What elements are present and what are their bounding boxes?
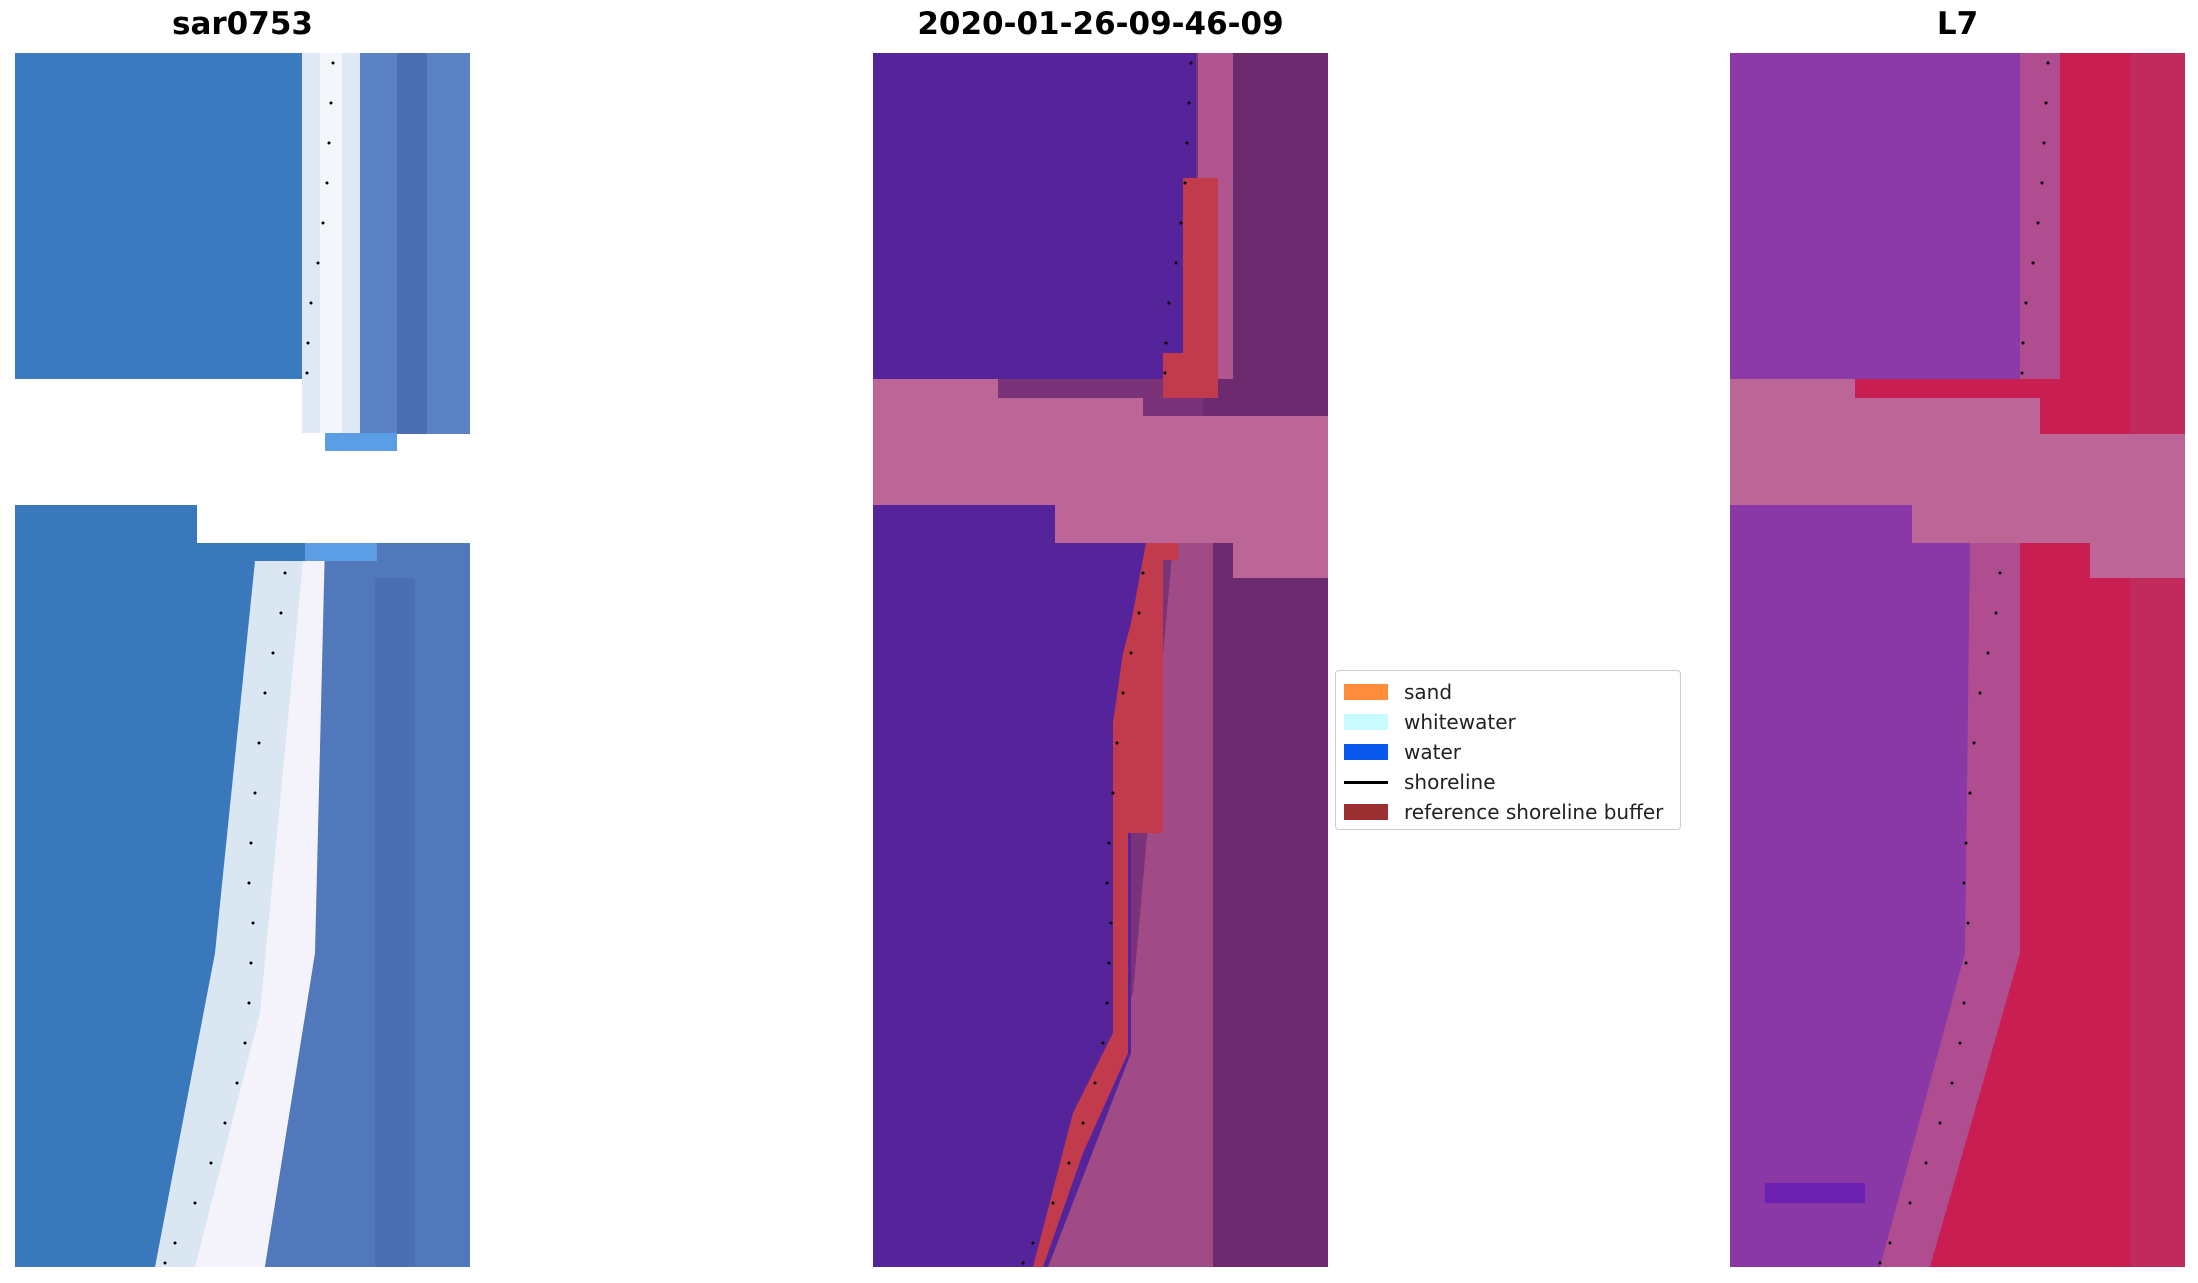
shoreline-points-fc <box>1878 61 2050 1265</box>
panel-title-rgb: sar0753 <box>172 6 313 42</box>
legend-label-reference-buffer: reference shoreline buffer <box>1404 800 1664 824</box>
fc-land-band <box>2130 53 2185 1267</box>
rgb-bright-strip-bottom <box>195 561 327 1267</box>
classification-panel <box>873 53 1328 1267</box>
rgb-blue-patch-bottom <box>305 543 377 561</box>
legend-label-shoreline: shoreline <box>1404 770 1496 794</box>
fc-gap <box>1730 379 2185 578</box>
rgb-bottom-edge-top <box>15 379 470 451</box>
panel-title-falsecolor: L7 <box>1936 6 1979 42</box>
class-buffer-bottom <box>1033 543 1178 1267</box>
legend-item-reference-buffer: reference shoreline buffer <box>1344 797 1672 827</box>
class-buffer-top <box>1163 178 1218 398</box>
rgb-water-top <box>15 53 342 379</box>
panel-title-classification: 2020-01-26-09-46-09 <box>917 6 1284 42</box>
rgb-land-bottom-band <box>375 578 415 1267</box>
fc-transition-top <box>2020 53 2060 379</box>
legend-label-water: water <box>1404 740 1461 764</box>
shoreline-points-rgb <box>163 61 335 1265</box>
fc-water-top <box>1730 53 2040 379</box>
class-water-bottom <box>873 505 1146 1267</box>
rgb-bright-strip-top <box>320 53 342 433</box>
legend-swatch-sand <box>1344 684 1388 700</box>
legend-item-shoreline: shoreline <box>1344 767 1672 797</box>
class-whitewater-strip-bottom <box>1023 543 1213 1267</box>
legend: sand whitewater water shoreline referenc… <box>1335 670 1681 830</box>
fc-transition-bottom <box>1880 543 2020 1267</box>
falsecolor-panel <box>1730 53 2185 1267</box>
rgb-image-panel <box>15 53 470 1267</box>
fc-dark-patch <box>1765 1183 1865 1203</box>
legend-item-whitewater: whitewater <box>1344 707 1672 737</box>
rgb-blue-patch-top <box>325 433 397 451</box>
fc-water-bottom <box>1730 505 1985 1267</box>
legend-item-water: water <box>1344 737 1672 767</box>
legend-label-whitewater: whitewater <box>1404 710 1516 734</box>
legend-swatch-shoreline <box>1344 780 1388 784</box>
class-gap <box>873 379 1328 578</box>
shoreline-points-class <box>1021 61 1193 1265</box>
class-water-top <box>873 53 1196 379</box>
legend-item-sand: sand <box>1344 677 1672 707</box>
legend-swatch-water <box>1344 744 1388 760</box>
legend-label-sand: sand <box>1404 680 1453 704</box>
rgb-land-top-band <box>397 53 427 451</box>
rgb-land-bottom <box>265 543 470 1267</box>
legend-swatch-reference-buffer <box>1344 804 1388 820</box>
legend-swatch-whitewater <box>1344 714 1388 730</box>
